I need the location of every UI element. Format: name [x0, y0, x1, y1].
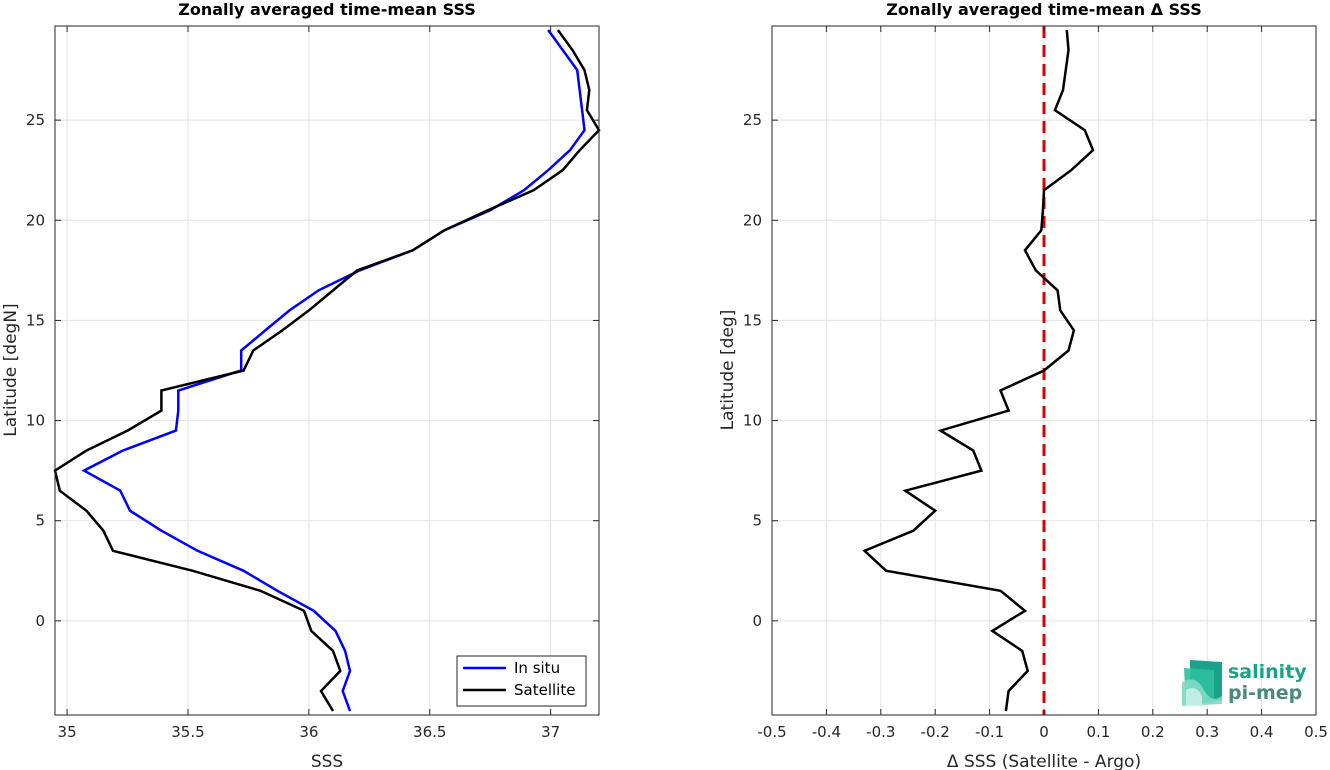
salinity-pi-mep-logo: salinity pi-mep: [1182, 660, 1307, 706]
delta-sss-panel: -0.5 -0.4 -0.3 -0.2 -0.1 0 0.1 0.2 0.3 0.4 0.5 0 5 10…: [718, 0, 1328, 770]
logo-wave-icon: [1182, 660, 1222, 706]
sss-x-axis-label: SSS: [311, 752, 343, 770]
delta-sss-y-tick-label: 10: [743, 412, 762, 430]
sss-y-tick-label: 0: [35, 612, 45, 630]
sss-x-tick-label: 36: [299, 723, 318, 741]
delta-sss-y-tick-label: 0: [752, 612, 762, 630]
sss-series-line-in-situ: [81, 29, 586, 712]
sss-y-tick-label: 25: [26, 111, 45, 129]
sss-x-tick-label: 36.5: [413, 723, 446, 741]
delta-sss-x-tick-label: 0.3: [1195, 723, 1219, 741]
delta-sss-y-tick-label: 25: [743, 111, 762, 129]
sss-legend: In situ Satellite: [456, 655, 587, 707]
delta-sss-y-tick-label: 20: [743, 211, 762, 229]
sss-y-tick-label: 15: [26, 311, 45, 329]
delta-sss-y-tick-label: 5: [752, 512, 762, 530]
sss-y-tick-label: 10: [26, 412, 45, 430]
delta-sss-x-tick-label: -0.5: [757, 723, 786, 741]
delta-sss-x-tick-label: 0: [1039, 723, 1049, 741]
sss-ticks: 35 35.5 36 36.5 37 0 5 10 15 20 25: [26, 26, 599, 741]
delta-sss-y-tick-label: 15: [743, 311, 762, 329]
sss-y-tick-label: 20: [26, 211, 45, 229]
delta-sss-series-group: [862, 29, 1095, 712]
delta-sss-x-tick-label: -0.4: [812, 723, 841, 741]
delta-sss-x-tick-label: 0.5: [1304, 723, 1328, 741]
sss-series-group: [53, 29, 601, 712]
logo-text-pi-mep: pi-mep: [1228, 682, 1302, 704]
delta-sss-x-tick-label: 0.1: [1086, 723, 1110, 741]
delta-sss-y-axis-label: Latitude [deg]: [718, 310, 738, 431]
delta-sss-ticks: -0.5 -0.4 -0.3 -0.2 -0.1 0 0.1 0.2 0.3 0.4 0.5 0 5 10…: [743, 26, 1328, 741]
delta-sss-x-tick-label: -0.1: [975, 723, 1004, 741]
sss-series-line-satellite: [53, 29, 601, 712]
sss-y-axis-label: Latitude [degN]: [1, 303, 21, 436]
delta-sss-x-tick-label: 0.4: [1250, 723, 1274, 741]
logo-text-salinity: salinity: [1228, 661, 1307, 683]
sss-x-tick-label: 35.5: [171, 723, 204, 741]
legend-label-in-situ: In situ: [514, 659, 560, 677]
delta-sss-x-tick-label: -0.3: [866, 723, 895, 741]
sss-chart-title: Zonally averaged time-mean SSS: [178, 0, 476, 19]
sss-y-tick-label: 5: [35, 512, 45, 530]
legend-label-satellite: Satellite: [514, 681, 575, 699]
sss-panel: 35 35.5 36 36.5 37 0 5 10 15 20 25 Zonally average…: [1, 0, 601, 770]
delta-sss-chart-title: Zonally averaged time-mean Δ SSS: [886, 0, 1202, 19]
delta-sss-series-line-delta: [862, 29, 1095, 712]
sss-x-tick-label: 37: [541, 723, 560, 741]
delta-sss-x-axis-label: Δ SSS (Satellite - Argo): [947, 752, 1141, 770]
delta-sss-x-tick-label: 0.2: [1141, 723, 1165, 741]
sss-x-tick-label: 35: [58, 723, 77, 741]
delta-sss-x-tick-label: -0.2: [921, 723, 950, 741]
